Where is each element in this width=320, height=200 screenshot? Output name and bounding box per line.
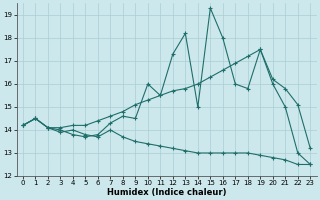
X-axis label: Humidex (Indice chaleur): Humidex (Indice chaleur)	[107, 188, 226, 197]
